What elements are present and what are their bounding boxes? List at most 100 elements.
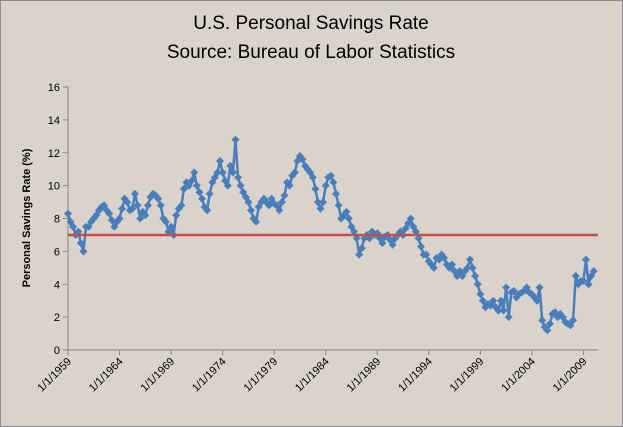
y-tick-label: 2 <box>54 312 60 324</box>
marker <box>234 173 243 182</box>
marker <box>411 227 420 236</box>
marker <box>156 201 165 210</box>
marker <box>277 198 286 207</box>
marker <box>579 276 588 285</box>
marker <box>313 198 322 207</box>
marker <box>64 209 72 218</box>
marker <box>468 263 477 272</box>
marker <box>478 296 487 305</box>
marker <box>187 176 196 185</box>
marker <box>414 234 423 243</box>
marker <box>316 204 325 213</box>
marker <box>69 222 78 231</box>
marker <box>177 201 186 210</box>
marker <box>589 267 598 276</box>
marker <box>355 250 364 259</box>
marker <box>581 255 590 264</box>
marker <box>74 227 83 236</box>
marker <box>228 168 237 177</box>
marker <box>133 201 142 210</box>
marker <box>509 286 518 295</box>
marker <box>179 184 188 193</box>
marker <box>350 227 359 236</box>
y-tick-label: 10 <box>48 181 60 193</box>
marker <box>128 204 137 213</box>
marker <box>471 272 480 281</box>
marker <box>489 296 498 305</box>
y-tick-label: 14 <box>48 115 60 127</box>
marker <box>136 214 145 223</box>
marker <box>205 189 214 198</box>
marker <box>172 211 181 220</box>
marker <box>342 207 351 216</box>
marker <box>352 234 361 243</box>
y-tick-label: 16 <box>48 82 60 94</box>
marker <box>571 272 580 281</box>
y-tick-label: 6 <box>54 246 60 258</box>
marker <box>365 234 374 243</box>
marker <box>231 135 240 144</box>
marker <box>429 263 438 272</box>
marker <box>344 214 353 223</box>
marker <box>195 188 204 197</box>
marker <box>285 181 294 190</box>
marker <box>545 319 554 328</box>
chart-title: Source: Bureau of Labor Statistics <box>167 42 455 63</box>
marker <box>275 206 284 215</box>
marker <box>378 239 387 248</box>
marker <box>417 242 426 251</box>
marker <box>130 189 139 198</box>
marker <box>321 181 330 190</box>
marker <box>246 206 255 215</box>
marker <box>357 244 366 253</box>
marker <box>218 168 227 177</box>
marker <box>504 313 513 322</box>
marker <box>569 316 578 325</box>
marker <box>507 288 516 297</box>
marker <box>502 283 511 292</box>
marker <box>326 171 335 180</box>
marker <box>198 194 207 203</box>
marker <box>236 181 245 190</box>
marker <box>141 211 150 220</box>
marker <box>298 155 307 164</box>
marker <box>115 214 124 223</box>
marker <box>535 283 544 292</box>
marker <box>118 204 127 213</box>
marker <box>79 247 88 256</box>
marker <box>167 222 176 231</box>
marker <box>143 201 152 210</box>
marker <box>463 263 472 272</box>
marker <box>332 189 341 198</box>
marker <box>466 255 475 264</box>
marker <box>105 209 114 218</box>
marker <box>190 168 199 177</box>
marker <box>422 250 431 259</box>
marker <box>494 306 503 315</box>
marker <box>216 156 225 165</box>
marker <box>476 290 485 299</box>
marker <box>496 296 505 305</box>
marker <box>161 217 170 226</box>
marker <box>154 194 163 203</box>
marker <box>543 326 552 335</box>
y-tick-label: 4 <box>54 279 60 291</box>
marker <box>447 260 456 269</box>
marker <box>319 198 328 207</box>
y-tick-label: 8 <box>54 214 60 226</box>
marker <box>388 240 397 249</box>
marker <box>280 191 289 200</box>
marker <box>406 214 415 223</box>
marker <box>538 316 547 325</box>
marker <box>334 201 343 210</box>
marker <box>499 306 508 315</box>
marker <box>440 253 449 262</box>
y-axis-title: Personal Savings Rate (%) <box>21 148 33 287</box>
marker <box>252 217 261 226</box>
marker <box>533 296 542 305</box>
marker <box>223 181 232 190</box>
marker <box>244 198 253 207</box>
marker <box>213 168 222 177</box>
